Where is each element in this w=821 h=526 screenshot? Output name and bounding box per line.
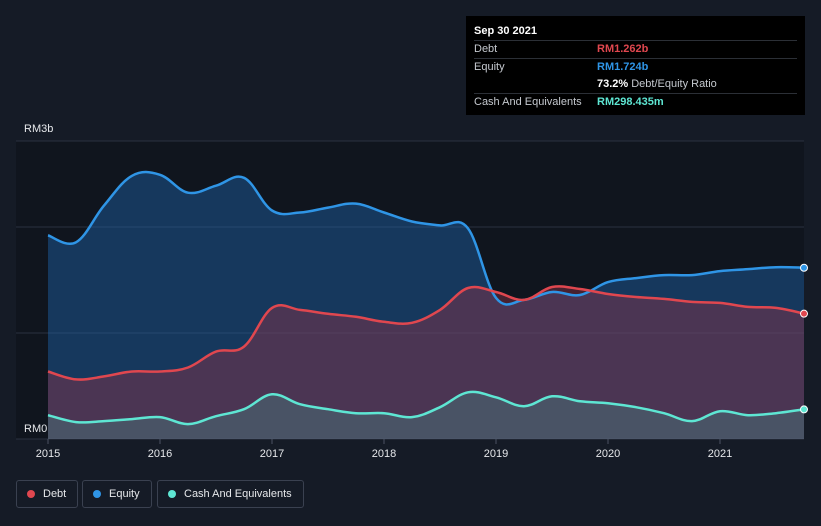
tooltip-label-cash: Cash And Equivalents [474, 96, 582, 108]
tooltip-panel: Sep 30 2021 Debt RM1.262b Equity RM1.724… [466, 16, 805, 115]
equity-end-marker [800, 263, 808, 272]
tooltip-row-cash: Cash And Equivalents RM298.435m [474, 93, 797, 111]
series-end-markers [800, 263, 808, 414]
legend-cash-label: Cash And Equivalents [184, 488, 292, 500]
cash-and-equivalents-line [47, 390, 805, 426]
x-tick-label-2015: 2015 [36, 448, 60, 460]
legend-debt-dot [27, 490, 35, 498]
debt-area [48, 286, 804, 439]
equity-area [48, 172, 804, 439]
series-lines [47, 170, 805, 426]
tooltip-label-debt: Debt [474, 43, 498, 55]
tooltip-ratio-caption: Debt/Equity Ratio [631, 78, 717, 90]
plot-shade [16, 141, 804, 439]
tooltip-value-cash: RM298.435m [597, 96, 664, 108]
legend-equity[interactable]: Equity [82, 480, 152, 508]
y-axis-top-label: RM3b [24, 123, 53, 135]
tooltip-value-debt: RM1.262b [597, 43, 649, 55]
legend-equity-label: Equity [109, 488, 140, 500]
debt-end-marker [800, 309, 808, 318]
legend-cash[interactable]: Cash And Equivalents [157, 480, 304, 508]
cash-and-equivalents-end-marker [800, 405, 808, 414]
debt-line [47, 285, 805, 381]
x-tick-label-2016: 2016 [148, 448, 172, 460]
x-axis-ticks: 2015 2016 2017 2018 2019 2020 2021 [36, 439, 732, 460]
x-tick-label-2021: 2021 [708, 448, 732, 460]
tooltip-row-debt: Debt RM1.262b [474, 40, 797, 58]
legend-debt[interactable]: Debt [16, 480, 79, 508]
tooltip-date: Sep 30 2021 [474, 25, 537, 37]
legend-cash-dot [168, 490, 176, 498]
x-tick-label-2019: 2019 [484, 448, 508, 460]
legend-debt-label: Debt [43, 488, 67, 500]
tooltip-value-ratio: 73.2% [597, 78, 629, 90]
y-axis-bottom-label: RM0 [24, 423, 47, 435]
cash-and-equivalents-area [48, 391, 804, 439]
legend-equity-dot [93, 490, 101, 498]
tooltip-label-equity: Equity [474, 61, 505, 73]
tooltip-label-ratio [474, 76, 597, 93]
x-tick-label-2018: 2018 [372, 448, 396, 460]
tooltip-row-ratio: 73.2% Debt/Equity Ratio [474, 76, 797, 93]
x-tick-label-2017: 2017 [260, 448, 284, 460]
tooltip-row-equity: Equity RM1.724b [474, 58, 797, 76]
x-tick-label-2020: 2020 [596, 448, 620, 460]
equity-line [47, 170, 805, 306]
gridlines [16, 140, 804, 440]
series-areas [48, 172, 804, 439]
tooltip-value-equity: RM1.724b [597, 61, 649, 73]
